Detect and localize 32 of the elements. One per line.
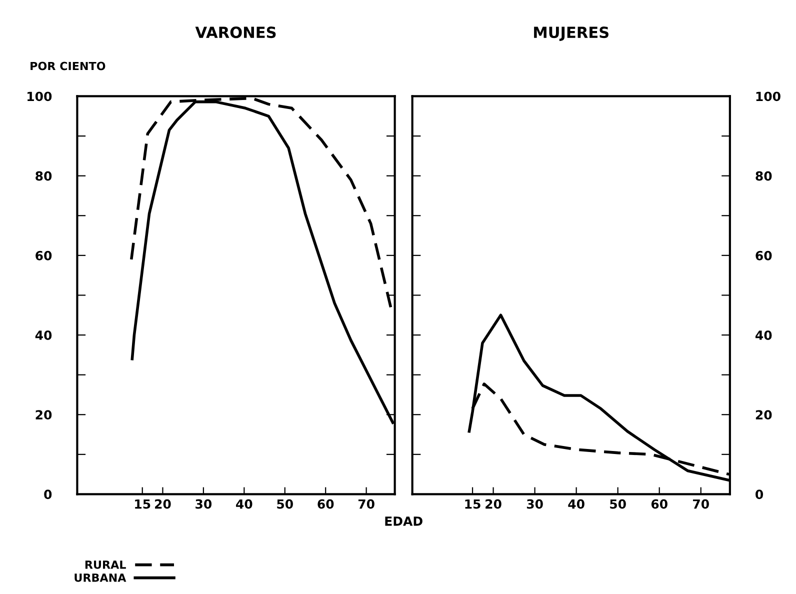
x-tick-label: 40 <box>236 499 252 509</box>
x-tick-label: 50 <box>610 499 626 509</box>
y-tick-label: 60 <box>36 250 52 260</box>
y-tick-label: 80 <box>36 171 52 181</box>
y2-tick-label: 20 <box>756 410 772 420</box>
legend-label: RURAL <box>85 560 126 569</box>
y-tick-label: 40 <box>35 330 52 340</box>
x-tick-label: 15 <box>135 499 150 509</box>
x-tick-label: 60 <box>318 499 334 509</box>
y2-tick-label: 60 <box>756 250 772 260</box>
x-tick-label: 40 <box>568 499 584 509</box>
chart-title: VARONES <box>195 26 276 38</box>
y-tick-label: 20 <box>36 410 52 420</box>
y-tick-label: 100 <box>28 92 52 102</box>
x-tick-label: 70 <box>358 499 374 509</box>
y-tick-label: 0 <box>44 490 52 500</box>
x-axis-title: EDAD <box>385 516 422 526</box>
chart-title: MUJERES <box>534 26 608 41</box>
x-tick-label: 20 <box>486 499 502 509</box>
y2-tick-label: 40 <box>755 330 772 340</box>
x-tick-label: 30 <box>526 499 543 509</box>
y2-tick-label: 80 <box>756 171 772 181</box>
x-tick-label: 20 <box>155 499 171 509</box>
legend-label: URBANA <box>74 574 126 582</box>
y2-tick-label: 0 <box>756 490 764 500</box>
x-tick-label: 30 <box>196 499 212 509</box>
x-tick-label: 70 <box>693 499 709 509</box>
x-tick-label: 15 <box>465 499 480 509</box>
y-axis-title: POR CIENTO <box>30 62 106 70</box>
x-tick-label: 50 <box>277 499 293 509</box>
y2-tick-label: 100 <box>756 92 780 102</box>
x-tick-label: 60 <box>651 499 668 509</box>
